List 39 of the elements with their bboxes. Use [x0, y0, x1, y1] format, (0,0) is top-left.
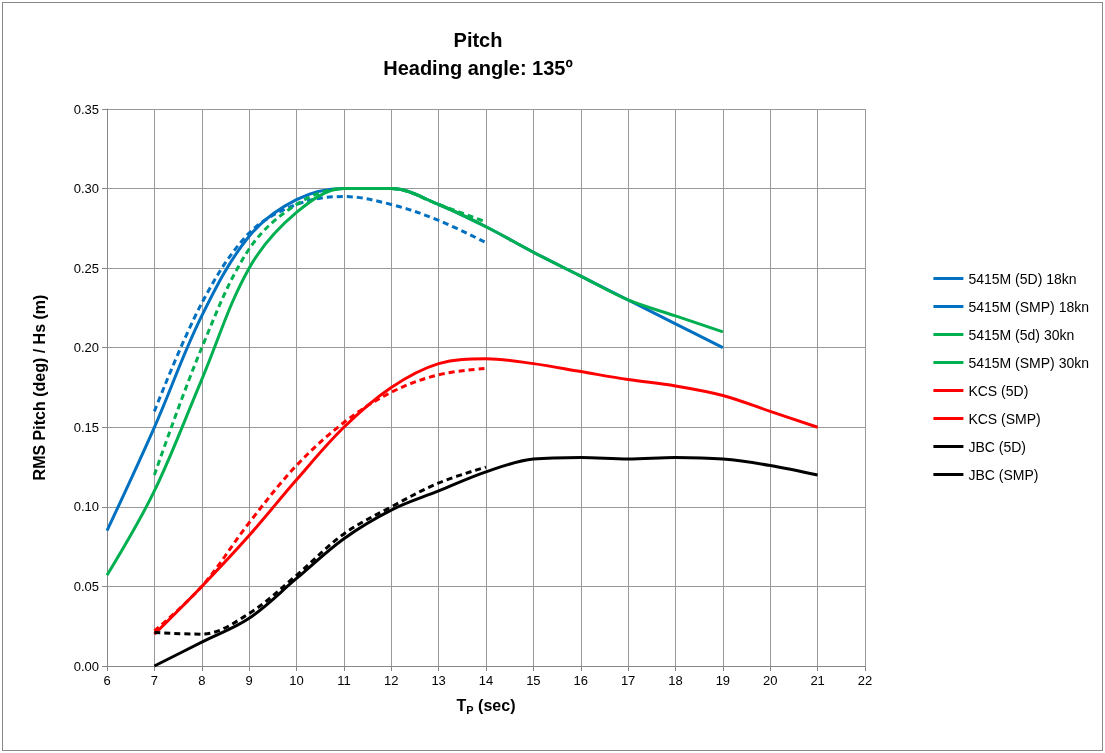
chart-title: Pitch [453, 29, 503, 51]
line-series [152, 357, 820, 636]
y-tick-label: 0.00 [73, 658, 99, 674]
x-tick-label: 8 [198, 673, 206, 688]
x-tick-label: 22 [857, 673, 873, 688]
legend-label: 5415M (5D) 18kn [968, 270, 1077, 287]
x-tick-label: 7 [150, 673, 158, 688]
chart-subtitle: Heading angle: 135º [383, 57, 573, 79]
y-axis-title: RMS Pitch (deg) / Hs (m) [30, 294, 48, 481]
x-tick-label: 20 [763, 673, 778, 688]
x-tick-label: 9 [245, 673, 253, 688]
x-tick-label: 6 [103, 673, 111, 688]
legend-label: JBC (5D) [968, 438, 1026, 455]
x-tick-label: 15 [526, 673, 541, 688]
y-tick-label: 0.30 [73, 181, 99, 197]
y-tick-label: 0.05 [73, 578, 99, 594]
x-tick-label: 12 [384, 673, 399, 688]
legend-label: JBC (SMP) [968, 466, 1039, 483]
x-tick-label: 19 [715, 673, 731, 688]
x-tick-label: 17 [620, 673, 636, 688]
x-tick-label: 11 [337, 673, 351, 688]
legend-label: 5415M (5d) 30kn [968, 326, 1075, 343]
y-tick-label: 0.20 [73, 340, 99, 356]
legend-label: 5415M (SMP) 18kn [968, 298, 1089, 315]
y-tick-label: 0.10 [73, 499, 99, 515]
x-tick-label: 18 [668, 673, 683, 688]
x-tick-label: 13 [431, 673, 446, 688]
legend-label: KCS (5D) [968, 382, 1029, 399]
y-tick-label: 0.35 [73, 101, 99, 117]
x-tick-label: 14 [478, 673, 494, 688]
x-tick-label: 10 [289, 673, 304, 688]
line-series [152, 456, 820, 668]
legend-label: 5415M (SMP) 30kn [968, 354, 1089, 371]
y-tick-label: 0.25 [73, 260, 99, 276]
y-tick-label: 0.15 [73, 419, 99, 435]
x-tick-label: 21 [810, 673, 825, 688]
x-tick-label: 16 [573, 673, 588, 688]
line-series [152, 195, 488, 413]
legend-label: KCS (SMP) [968, 410, 1041, 427]
